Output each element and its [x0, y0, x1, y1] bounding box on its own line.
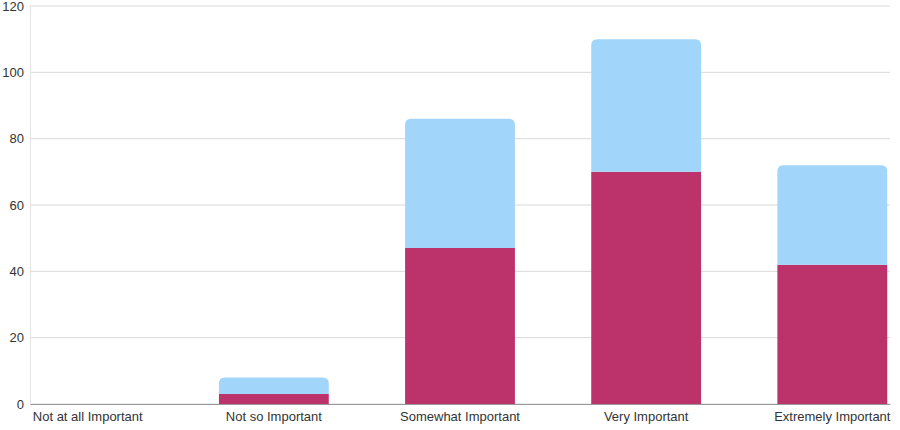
y-tick-label: 100	[2, 65, 24, 80]
y-tick-label: 80	[10, 131, 24, 146]
x-tick: Extremely Important	[774, 409, 891, 424]
bar-series	[33, 39, 887, 404]
bar	[777, 165, 887, 265]
grid-line	[30, 72, 890, 73]
grid-line	[30, 6, 890, 7]
chart: 0 20 40 60 80 100 120 Not at all Important Not s…	[0, 0, 900, 430]
x-axis-line	[31, 404, 891, 405]
y-axis-line	[30, 7, 31, 405]
y-tick: 120	[2, 0, 30, 14]
x-tick-label: Extremely Important	[774, 409, 891, 424]
grid	[30, 6, 890, 404]
y-tick-label: 120	[2, 0, 24, 14]
y-tick: 40	[10, 264, 30, 279]
x-tick-label: Not at all Important	[33, 409, 143, 424]
bar	[219, 377, 329, 394]
y-axis: 0 20 40 60 80 100 120	[2, 0, 30, 412]
x-axis: Not at all Important Not so Important Some…	[31, 405, 891, 425]
y-tick-label: 60	[10, 198, 24, 213]
x-tick: Not at all Important	[33, 409, 143, 424]
x-tick-label: Somewhat Important	[400, 409, 520, 424]
bar	[777, 265, 887, 404]
bar	[405, 119, 515, 248]
y-tick-label: 0	[17, 397, 24, 412]
y-tick-label: 40	[10, 264, 24, 279]
y-tick: 20	[10, 330, 30, 345]
bar	[591, 172, 701, 404]
bar	[33, 404, 143, 405]
y-tick: 0	[17, 397, 30, 412]
y-tick-label: 20	[10, 330, 24, 345]
x-tick: Not so Important	[226, 409, 322, 424]
bar	[405, 248, 515, 404]
bar	[591, 39, 701, 172]
y-tick: 80	[10, 131, 30, 146]
x-tick: Very Important	[604, 409, 689, 424]
chart-container: 0 20 40 60 80 100 120 Not at all Important Not s…	[0, 0, 900, 430]
y-tick: 100	[2, 65, 30, 80]
x-tick: Somewhat Important	[400, 409, 520, 424]
bar	[33, 404, 143, 405]
x-tick-label: Very Important	[604, 409, 689, 424]
plot-area	[33, 39, 887, 404]
x-tick-label: Not so Important	[226, 409, 322, 424]
bar	[219, 394, 329, 404]
y-tick: 60	[10, 198, 30, 213]
